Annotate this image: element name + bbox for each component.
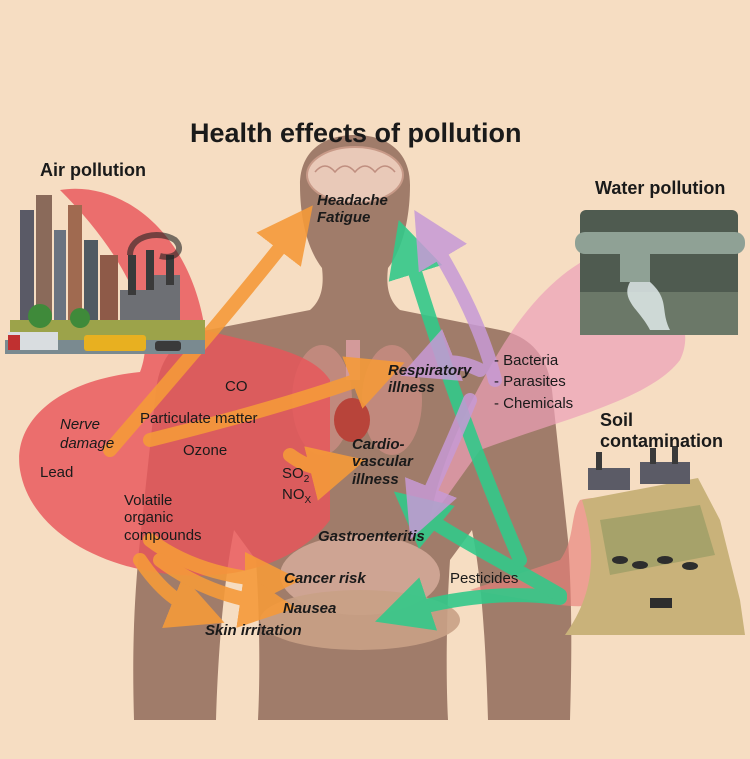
bacteria-text: - Bacteria — [494, 352, 559, 369]
respiratory-label: Respiratory illness — [388, 362, 471, 397]
soil-contamination-heading: Soil contamination — [600, 410, 723, 451]
water-pipe-illustration — [575, 210, 745, 335]
cardiovascular-label: Cardio- vascular illness — [352, 436, 413, 488]
heart-illustration — [334, 398, 370, 442]
water-pollutant-list: - Bacteria - Parasites - Chemicals — [494, 352, 573, 412]
cancer-risk-label: Cancer risk — [284, 570, 366, 587]
lead-label: Lead — [40, 464, 74, 481]
voc-label: Volatile organic compounds — [124, 492, 202, 544]
nerve-damage-label: Nerve damage — [60, 416, 114, 453]
nerve-line1: Nerve — [60, 416, 101, 433]
cardio-line2: vascular — [352, 453, 413, 471]
voc-line3: compounds — [124, 526, 202, 544]
cardio-line1: Cardio- — [352, 436, 405, 453]
parasites-text: - Parasites — [494, 373, 566, 391]
particulate-matter-label: Particulate matter — [140, 410, 258, 427]
respiratory-line1: Respiratory — [388, 362, 472, 379]
respiratory-line2: illness — [388, 379, 435, 397]
nox-text: NOX — [282, 485, 312, 506]
headache-label: Headache Fatigue — [317, 192, 388, 227]
voc-line1: Volatile — [124, 492, 173, 509]
gastroenteritis-label: Gastroenteritis — [318, 528, 425, 545]
nerve-line2: damage — [60, 435, 115, 453]
soil-heading-line1: Soil — [600, 410, 634, 430]
water-pollution-heading: Water pollution — [595, 178, 726, 198]
cardio-line3: illness — [352, 470, 399, 488]
ozone-label: Ozone — [183, 442, 228, 459]
nausea-label: Nausea — [283, 600, 337, 617]
fatigue-text: Fatigue — [317, 209, 371, 227]
city-illustration — [5, 195, 205, 354]
headache-text: Headache — [317, 192, 388, 209]
chemicals-text: - Chemicals — [494, 394, 574, 412]
soil-heading-line2: contamination — [600, 430, 724, 451]
skin-irritation-label: Skin irritation — [205, 622, 302, 639]
pesticides-label: Pesticides — [450, 570, 519, 587]
page-title: Health effects of pollution — [190, 118, 522, 148]
air-pollution-heading: Air pollution — [40, 160, 146, 180]
so2-nox-label: SO2 NOX — [282, 465, 311, 506]
farm-illustration — [565, 446, 745, 635]
co-label: CO — [225, 378, 248, 395]
water-effect-arrows — [400, 209, 502, 540]
voc-line2: organic — [124, 509, 174, 527]
so2-text: SO2 — [282, 465, 310, 485]
brain-illustration — [306, 146, 404, 204]
